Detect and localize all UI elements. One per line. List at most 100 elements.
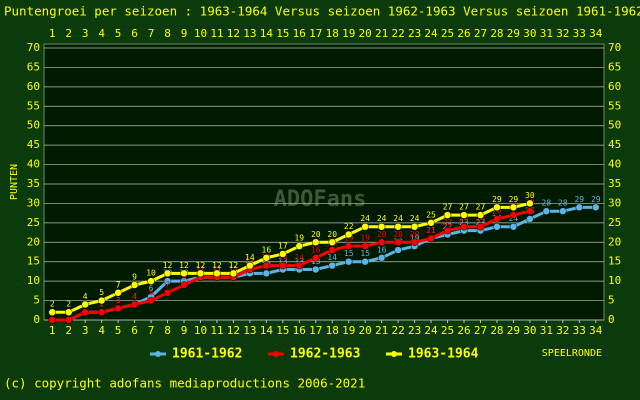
data-point [410,222,419,231]
data-label: 20 [410,230,420,239]
x-top-tick-label: 30 [523,27,536,40]
data-point [592,203,600,212]
y-tick-label: 55 [27,99,40,112]
data-point [97,296,106,305]
x-tick-label: 27 [474,324,487,337]
data-label: 16 [377,245,387,254]
data-label: 3 [116,296,121,305]
data-point [163,269,172,278]
data-point [279,250,287,258]
y2-tick-label: 20 [608,235,621,248]
data-label: 4 [83,292,88,301]
data-label: 2 [66,300,71,309]
x-top-tick-label: 9 [181,27,188,40]
data-label: 9 [132,273,137,282]
data-point [526,199,534,208]
x-tick-label: 11 [210,324,223,337]
x-tick-label: 7 [148,324,155,337]
data-point [361,222,369,231]
data-label: 12 [196,261,206,270]
data-label: 29 [574,195,584,204]
x-top-tick-label: 3 [82,27,89,40]
x-tick-label: 6 [131,324,138,337]
x-tick-label: 25 [441,324,454,337]
data-label: 19 [410,234,420,243]
x-tick-label: 17 [309,324,322,337]
data-point [246,261,254,270]
data-point [114,304,122,313]
x-top-tick-label: 33 [573,27,586,40]
data-label: 20 [327,230,337,239]
data-label: 11 [212,265,222,274]
data-label: 11 [229,265,239,274]
y2-tick-label: 30 [608,196,621,209]
legend-label: 1962-1963 [290,347,360,362]
data-label: 4 [132,292,137,301]
x-tick-label: 9 [181,324,188,337]
x-tick-label: 24 [424,324,438,337]
x-tick-label: 28 [490,324,503,337]
data-label: 22 [344,222,354,231]
data-point [493,215,501,223]
data-point [328,261,336,270]
data-point [377,254,386,262]
x-top-tick-label: 21 [375,27,388,40]
x-top-tick-label: 22 [391,27,404,40]
data-point [295,261,304,270]
data-label: 13 [278,257,288,266]
data-label: 29 [591,195,601,204]
y-tick-label: 30 [27,196,40,209]
data-point [180,269,188,278]
x-top-tick-label: 14 [260,27,274,40]
data-point [213,269,221,278]
data-label: 15 [360,249,370,258]
x-tick-label: 18 [326,324,339,337]
x-tick-label: 20 [359,324,372,337]
y-tick-label: 25 [27,216,40,229]
data-label: 21 [426,226,436,235]
data-label: 11 [196,265,206,274]
x-top-tick-label: 27 [474,27,487,40]
data-label: 28 [558,199,568,208]
y2-tick-label: 25 [608,216,621,229]
x-top-tick-label: 5 [115,27,122,40]
data-point [476,222,485,231]
x-top-tick-label: 7 [148,27,155,40]
x-top-tick-label: 1 [49,27,56,40]
data-point [526,215,534,223]
x-top-tick-label: 11 [210,27,223,40]
x-top-tick-label: 31 [540,27,553,40]
data-label: 7 [116,280,121,289]
data-point [196,269,205,278]
x-tick-label: 4 [98,324,105,337]
data-point [509,211,518,219]
legend-marker [391,351,397,357]
data-label: 27 [476,203,486,212]
data-point [377,222,386,231]
data-point [361,257,369,266]
data-point [229,269,238,278]
data-point [262,269,271,278]
data-point [493,203,501,212]
y2-tick-label: 50 [608,119,621,132]
x-tick-label: 14 [260,324,274,337]
x-tick-label: 16 [293,324,306,337]
data-label: 13 [294,257,304,266]
x-tick-label: 21 [375,324,388,337]
y2-tick-label: 40 [608,158,621,171]
x-top-tick-label: 34 [589,27,603,40]
x-top-tick-label: 13 [243,27,256,40]
data-point [509,222,518,231]
y2-tick-label: 5 [608,294,615,307]
data-point [427,219,435,227]
data-label: 20 [377,230,387,239]
data-label: 23 [443,218,453,227]
x-tick-label: 32 [556,324,569,337]
data-point [163,277,172,285]
data-point [559,207,567,215]
data-point [64,316,73,324]
data-label: 14 [294,253,304,262]
y2-tick-label: 60 [608,80,621,93]
data-label: 11 [196,265,206,274]
data-label: 30 [525,191,535,200]
